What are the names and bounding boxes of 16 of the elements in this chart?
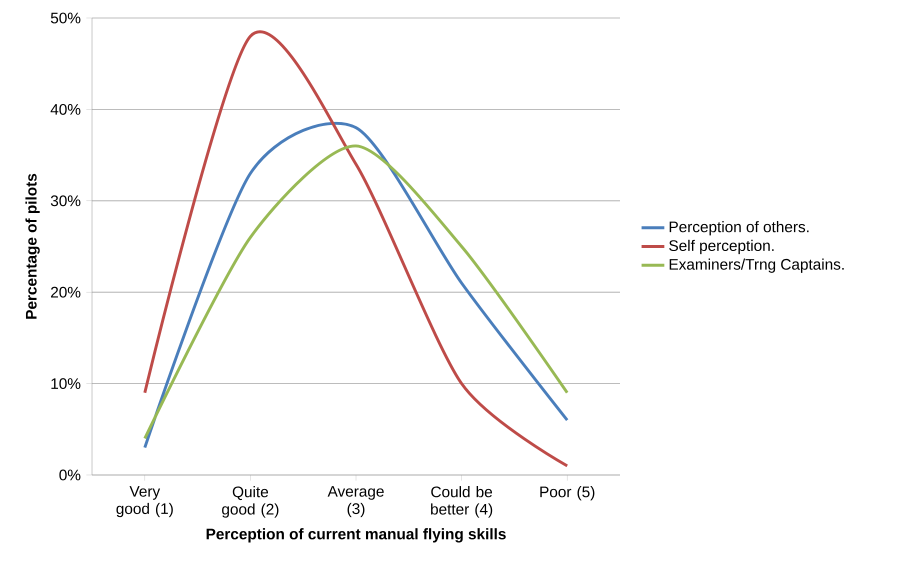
x-tick-label: Very good (1) (116, 486, 173, 518)
y-tick-label: 10% (51, 378, 80, 390)
legend-label: Perception of others. (670, 221, 809, 236)
y-tick-label: 30% (50, 195, 80, 206)
y-axis-title: Percentage of pilots (25, 174, 40, 319)
y-tick-label: 40% (50, 104, 80, 115)
y-tick-label: 20% (51, 286, 80, 298)
x-tick-label: Poor (5) (540, 486, 594, 500)
y-tick-label: 0% (59, 470, 80, 480)
legend-label: Self perception. (669, 240, 774, 254)
legend-label: Examiners/Trng Captains. (670, 258, 844, 273)
x-tick-label: Could be better (4) (431, 486, 492, 518)
y-tick-label: 50% (50, 12, 80, 24)
x-tick-label: Average (3) (328, 486, 384, 518)
x-tick-label: Quite good (2) (222, 486, 278, 518)
x-axis-title: Perception of current manual flying skills (206, 528, 506, 543)
